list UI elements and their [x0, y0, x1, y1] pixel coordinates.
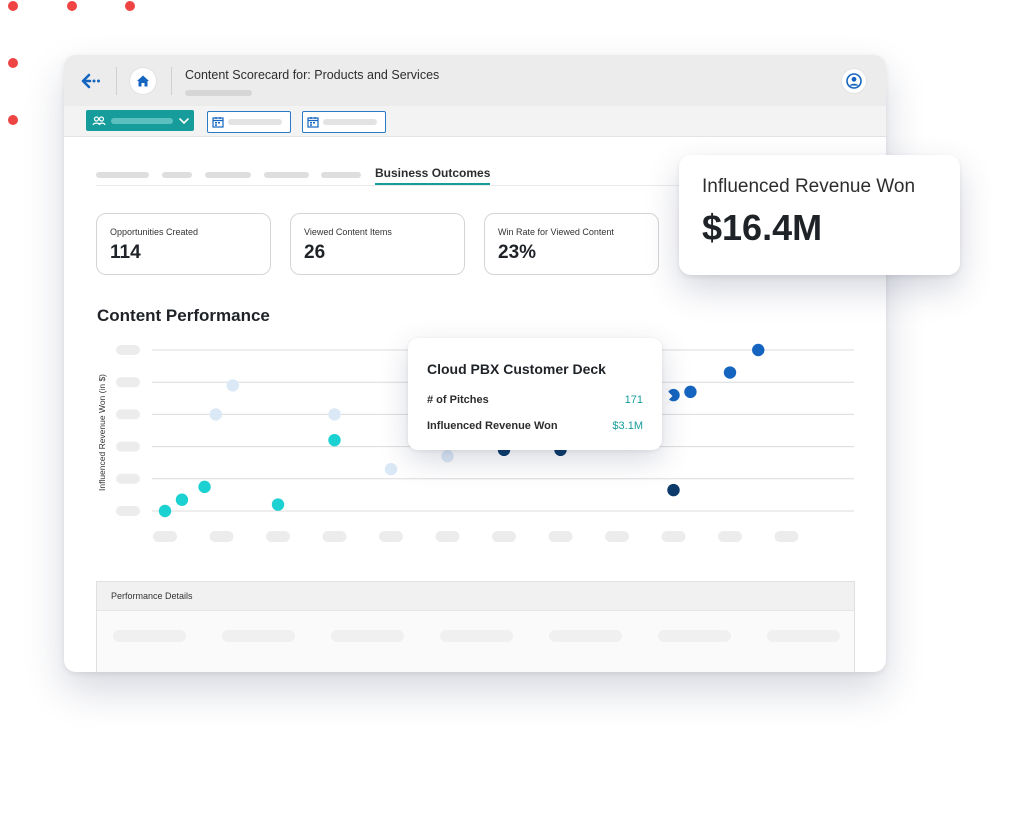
- user-profile-button[interactable]: [842, 69, 866, 93]
- start-date-field[interactable]: [207, 111, 291, 133]
- y-axis-label: Influenced Revenue Won (in $): [97, 374, 107, 491]
- decorative-dot: [8, 1, 18, 11]
- x-tick-label-placeholder: [209, 531, 234, 542]
- page-title: Content Scorecard for: Products and Serv…: [185, 68, 440, 82]
- x-tick-label-placeholder: [774, 531, 799, 542]
- x-tick-label-placeholder: [548, 531, 573, 542]
- team-select-dropdown[interactable]: [86, 110, 194, 131]
- start-date-value-placeholder: [228, 119, 282, 125]
- tab-business-outcomes[interactable]: Business Outcomes: [375, 166, 491, 185]
- calendar-icon: [212, 117, 224, 128]
- y-tick-label-placeholder: [116, 473, 140, 484]
- decorative-dot: [125, 1, 135, 11]
- user-avatar-icon: [846, 73, 862, 89]
- y-tick-label-placeholder: [116, 377, 140, 388]
- decorative-dot: [67, 1, 77, 11]
- x-tick-label-placeholder: [322, 531, 347, 542]
- performance-details-title: Performance Details: [111, 591, 193, 601]
- influenced-revenue-callout: Influenced Revenue Won $16.4M: [679, 155, 960, 275]
- scatter-point[interactable]: [158, 504, 172, 518]
- tab-placeholder[interactable]: [96, 172, 149, 178]
- divider: [171, 67, 172, 95]
- chevron-down-icon: [179, 118, 189, 125]
- calendar-icon: [307, 117, 319, 128]
- tooltip-value-pitches: 171: [624, 394, 643, 406]
- table-cell-placeholder: [113, 630, 186, 642]
- x-tick-label-placeholder: [435, 531, 460, 542]
- decorative-dot: [8, 58, 18, 68]
- y-tick-label-placeholder: [116, 409, 140, 420]
- table-cell-placeholder: [549, 630, 622, 642]
- end-date-field[interactable]: [302, 111, 386, 133]
- kpi-card-opportunities-created: Opportunities Created 114: [96, 213, 271, 275]
- kpi-value: 114: [110, 242, 141, 263]
- performance-details-panel: Performance Details: [96, 581, 855, 672]
- subtitle-placeholder: [185, 90, 252, 96]
- scatter-point[interactable]: [441, 450, 454, 463]
- home-button[interactable]: [130, 68, 156, 94]
- x-tick-label-placeholder: [605, 531, 629, 542]
- kpi-card-win-rate: Win Rate for Viewed Content 23%: [484, 213, 659, 275]
- scatter-point[interactable]: [752, 343, 765, 357]
- table-cell-placeholder: [440, 630, 513, 642]
- content-performance-scatter-chart: Influenced Revenue Won (in $): [97, 343, 854, 542]
- table-cell-placeholder: [331, 630, 404, 642]
- x-tick-label-placeholder: [266, 531, 290, 542]
- tab-divider: [96, 185, 686, 186]
- filter-bar: [64, 106, 886, 137]
- scatter-point[interactable]: [384, 462, 398, 476]
- tooltip-label-pitches: # of Pitches: [427, 394, 489, 406]
- scatter-point[interactable]: [209, 408, 223, 421]
- kpi-value: 26: [304, 242, 326, 263]
- home-icon: [137, 75, 149, 87]
- content-performance-title: Content Performance: [97, 306, 270, 325]
- team-select-value-placeholder: [111, 118, 173, 124]
- kpi-label: Opportunities Created: [110, 227, 199, 237]
- scatter-point[interactable]: [667, 388, 680, 402]
- scatter-point[interactable]: [226, 379, 239, 392]
- y-tick-label-placeholder: [116, 506, 140, 516]
- tab-placeholder[interactable]: [162, 172, 192, 178]
- kpi-label: Win Rate for Viewed Content: [498, 227, 614, 237]
- table-cell-placeholder: [767, 630, 840, 642]
- scatter-point[interactable]: [723, 366, 737, 379]
- kpi-label: Viewed Content Items: [304, 227, 392, 237]
- x-tick-label-placeholder: [153, 531, 177, 542]
- x-tick-label-placeholder: [661, 531, 686, 542]
- kpi-value: 23%: [498, 242, 537, 263]
- callout-label: Influenced Revenue Won: [702, 176, 916, 197]
- y-tick-label-placeholder: [116, 345, 140, 355]
- x-tick-label-placeholder: [379, 531, 403, 542]
- team-icon: [92, 116, 106, 126]
- tooltip-label-revenue: Influenced Revenue Won: [427, 420, 558, 432]
- scatter-point[interactable]: [271, 498, 285, 511]
- title-bar: Content Scorecard for: Products and Serv…: [64, 55, 886, 106]
- scatter-point[interactable]: [328, 433, 341, 447]
- x-tick-label-placeholder: [492, 531, 516, 542]
- kpi-card-viewed-content-items: Viewed Content Items 26: [290, 213, 465, 275]
- scatter-point[interactable]: [175, 493, 189, 506]
- table-cell-placeholder: [658, 630, 731, 642]
- tab-placeholder[interactable]: [321, 172, 361, 178]
- back-button[interactable]: [78, 68, 106, 94]
- performance-details-header: Performance Details: [97, 582, 854, 611]
- back-arrow-icon: [81, 73, 100, 89]
- tooltip-value-revenue: $3.1M: [612, 420, 643, 432]
- tab-placeholder[interactable]: [264, 172, 309, 178]
- tab-placeholder[interactable]: [205, 172, 251, 178]
- callout-value: $16.4M: [702, 207, 823, 248]
- end-date-value-placeholder: [323, 119, 377, 125]
- x-tick-label-placeholder: [718, 531, 742, 542]
- divider: [116, 67, 117, 95]
- y-tick-label-placeholder: [116, 441, 140, 452]
- scatter-point[interactable]: [328, 408, 341, 421]
- tooltip-title: Cloud PBX Customer Deck: [427, 361, 606, 377]
- decorative-dot: [8, 115, 18, 125]
- data-point-tooltip: Cloud PBX Customer Deck # of Pitches 171…: [408, 338, 662, 450]
- scatter-point[interactable]: [684, 385, 697, 399]
- scatter-point[interactable]: [198, 480, 211, 494]
- scatter-point[interactable]: [667, 483, 680, 497]
- table-cell-placeholder: [222, 630, 295, 642]
